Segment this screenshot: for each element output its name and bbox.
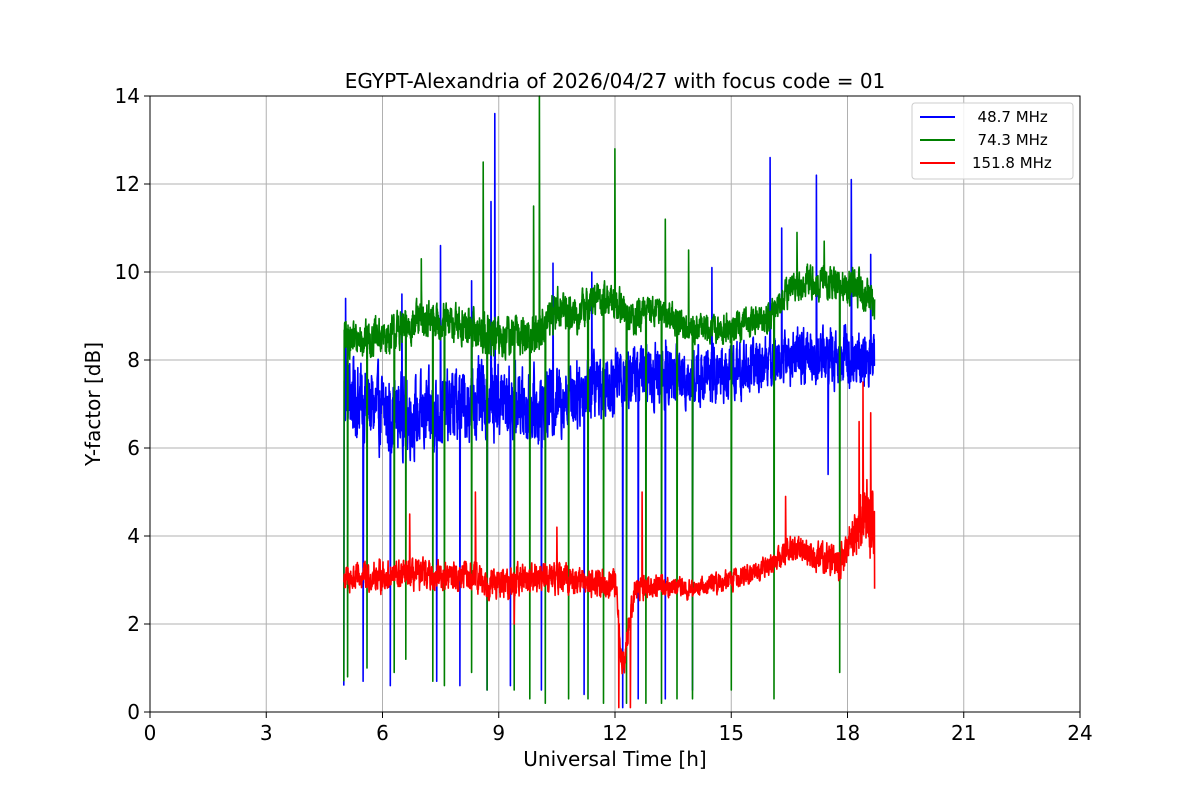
legend-box <box>911 102 1074 180</box>
y-axis-ticks: 0 2 4 6 8 10 12 14 <box>115 84 150 724</box>
x-tick-label: 21 <box>951 721 976 745</box>
y-tick-label: 14 <box>115 84 140 108</box>
y-tick-label: 2 <box>127 612 140 636</box>
y-axis-label: Y-factor [dB] <box>81 342 105 467</box>
x-tick-label: 0 <box>144 721 157 745</box>
series-line-2 <box>343 381 876 709</box>
y-tick-label: 10 <box>115 260 140 284</box>
y-tick-label: 4 <box>127 524 140 548</box>
y-tick-label: 0 <box>127 700 140 724</box>
y-tick-label: 8 <box>127 348 140 372</box>
x-tick-label: 18 <box>835 721 860 745</box>
x-tick-label: 3 <box>260 721 273 745</box>
legend-label-74-3: 74.3 MHz <box>968 131 1048 149</box>
legend: 48.7 MHz 74.3 MHz 151.8 MHz <box>911 102 1074 180</box>
y-tick-label: 6 <box>127 436 140 460</box>
x-axis-ticks: 0 3 6 9 12 15 18 21 24 <box>144 712 1093 745</box>
x-tick-label: 9 <box>492 721 505 745</box>
y-tick-label: 12 <box>115 172 140 196</box>
series-line-1 <box>343 95 876 704</box>
x-axis-label: Universal Time [h] <box>523 747 706 771</box>
x-tick-label: 15 <box>719 721 744 745</box>
legend-label-151-8: 151.8 MHz <box>972 154 1052 172</box>
x-tick-label: 6 <box>376 721 389 745</box>
chart-title: EGYPT-Alexandria of 2026/04/27 with focu… <box>345 69 886 93</box>
series-layer <box>343 95 876 709</box>
legend-label-48-7: 48.7 MHz <box>968 108 1048 126</box>
x-tick-label: 24 <box>1067 721 1092 745</box>
x-tick-label: 12 <box>602 721 627 745</box>
